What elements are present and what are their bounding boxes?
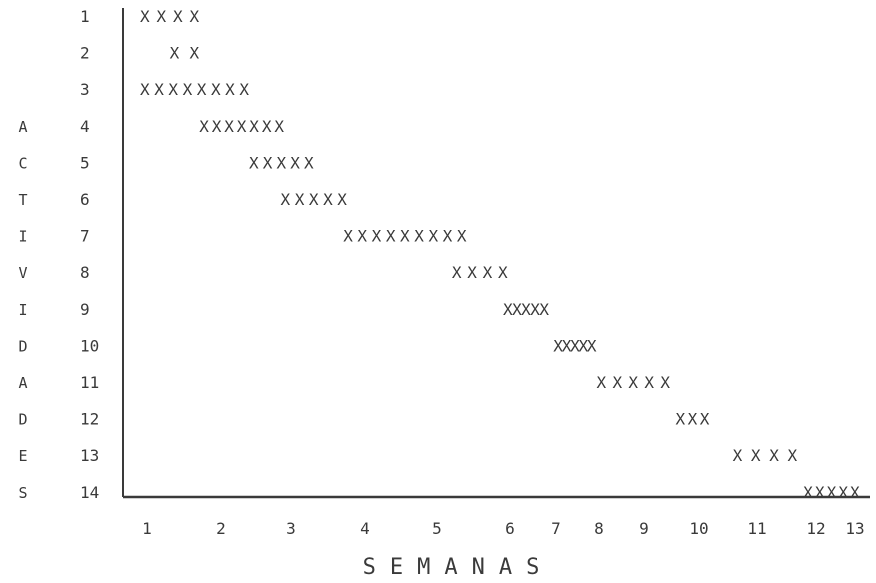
activity-bar-6: XXXXX <box>281 190 348 209</box>
x-tick-label: 7 <box>551 519 561 538</box>
y-axis-label-letter: E <box>18 447 27 465</box>
activity-label: 9 <box>80 300 90 319</box>
activity-bar-11: XXXXX <box>597 373 671 392</box>
x-tick-label: 11 <box>747 519 766 538</box>
activity-label: 13 <box>80 446 99 465</box>
activity-bar-10: XXXXX <box>553 336 597 355</box>
activity-bar-2: XX <box>170 44 200 63</box>
x-tick-label: 4 <box>360 519 370 538</box>
x-tick-labels: 1 2 3 4 5 6 7 8 9 10 11 12 13 <box>142 519 864 538</box>
x-tick-label: 12 <box>806 519 825 538</box>
activity-label: 1 <box>80 7 90 26</box>
activity-label: 7 <box>80 227 90 246</box>
y-axis-label-letter: D <box>18 337 27 355</box>
activity-bar-12: XXX <box>676 410 710 429</box>
activity-bar-5: XXXXX <box>249 153 314 172</box>
x-tick-label: 5 <box>432 519 442 538</box>
x-tick-label: 13 <box>845 519 864 538</box>
x-tick-label: 2 <box>216 519 226 538</box>
y-axis-label-letter: A <box>18 374 27 392</box>
activity-label: 2 <box>80 44 90 63</box>
activity-label: 8 <box>80 263 90 282</box>
x-tick-label: 6 <box>505 519 515 538</box>
activity-label: 10 <box>80 336 99 355</box>
y-axis-label-letter: T <box>18 191 27 209</box>
x-axis-label: SEMANAS <box>363 555 554 580</box>
activity-bar-7: XXXXXXXXX <box>343 227 467 246</box>
activity-label: 5 <box>80 153 90 172</box>
x-tick-label: 1 <box>142 519 152 538</box>
y-axis-label-letter: I <box>18 228 27 246</box>
y-axis-label-letter: V <box>18 264 27 282</box>
activity-bars: XXXXXXXXXXXXXXXXXXXXXXXXXXXXXXXXXXXXXXXX… <box>140 7 860 502</box>
y-axis-label-letter: S <box>18 484 27 502</box>
x-tick-label: 10 <box>689 519 708 538</box>
activity-bar-9: XXXXX <box>503 300 549 319</box>
activity-bar-1: XXXX <box>140 7 200 26</box>
activity-label: 11 <box>80 373 99 392</box>
y-axis-label-letter: I <box>18 301 27 319</box>
activity-label: 6 <box>80 190 90 209</box>
activity-bar-8: XXXX <box>452 263 508 282</box>
activity-bar-3: XXXXXXXX <box>140 80 249 99</box>
y-axis-label-letter: A <box>18 118 27 136</box>
y-axis-label-letter: C <box>18 154 27 172</box>
activity-label: 3 <box>80 80 90 99</box>
activity-label: 12 <box>80 410 99 429</box>
x-tick-label: 9 <box>639 519 649 538</box>
activity-label: 14 <box>80 483 99 502</box>
x-tick-label: 3 <box>286 519 296 538</box>
activity-bar-13: XXXX <box>733 446 798 465</box>
activity-bar-4: XXXXXXX <box>199 117 284 136</box>
x-tick-label: 8 <box>594 519 604 538</box>
activity-label: 4 <box>80 117 90 136</box>
activity-bar-14: XXXXX <box>803 483 860 502</box>
y-axis-label-letter: D <box>18 411 27 429</box>
